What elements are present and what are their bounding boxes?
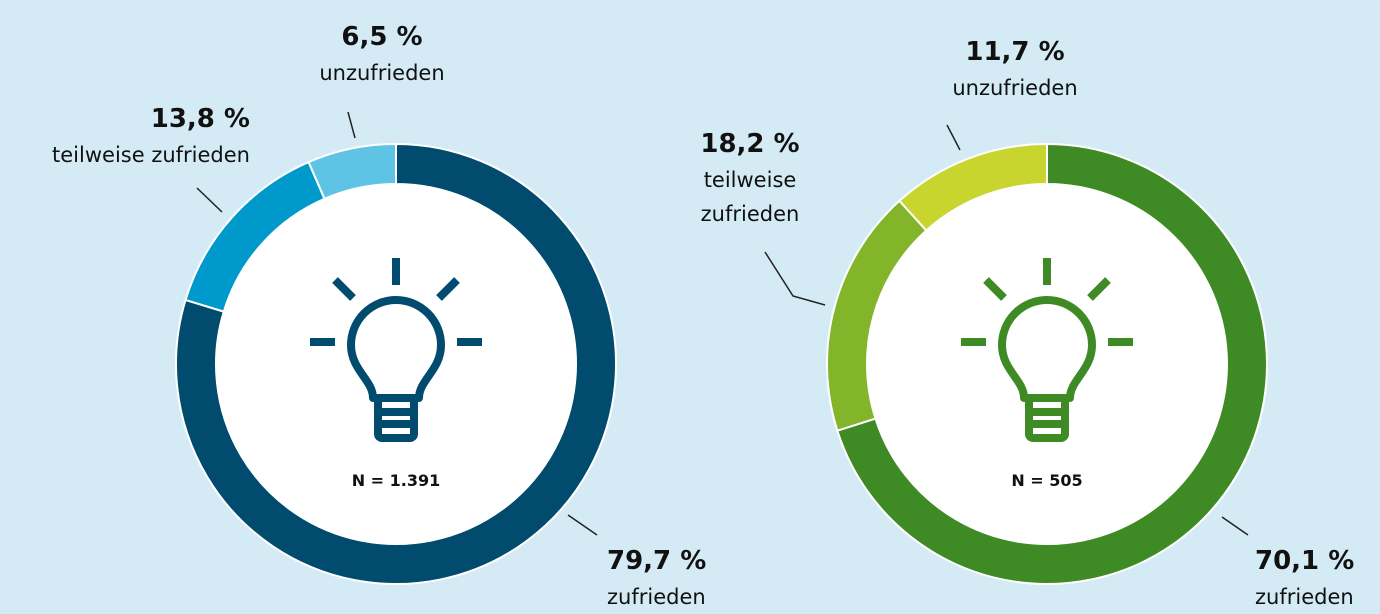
category-label: unzufrieden [319, 61, 445, 85]
category-label: teilweise zufrieden [52, 143, 250, 167]
value-label: 70,1 % [1255, 546, 1355, 576]
leader-line [946, 124, 961, 151]
segment-label: 18,2 % teilweise zufrieden [680, 125, 820, 231]
category-label: zufrieden [1255, 585, 1354, 609]
segment-label: 70,1 % zufrieden [1255, 542, 1354, 614]
value-label: 18,2 % [700, 129, 800, 159]
bulb [347, 296, 445, 402]
value-label: 79,7 % [607, 546, 707, 576]
segment-label: 79,7 % zufrieden [607, 542, 706, 614]
sample-size: N = 1.391 [352, 471, 441, 490]
value-label: 13,8 % [150, 104, 250, 134]
leader-line [196, 187, 223, 213]
category-label: unzufrieden [952, 76, 1078, 100]
leader-line [764, 251, 826, 306]
category-label: zufrieden [607, 585, 706, 609]
leader-line [347, 111, 356, 139]
sample-size: N = 505 [1011, 471, 1082, 490]
segment-label: 13,8 % teilweise zufrieden [52, 100, 250, 172]
category-label: teilweise zufrieden [700, 168, 800, 226]
ray [1087, 277, 1111, 301]
ray [983, 277, 1007, 301]
ray [436, 277, 460, 301]
segment-label: 6,5 % unzufrieden [319, 18, 444, 90]
bulb [998, 296, 1096, 402]
segment-label: 11,7 % unzufrieden [952, 33, 1077, 105]
ray [332, 277, 356, 301]
donut-hole [216, 184, 576, 544]
bulb-base [1025, 394, 1069, 442]
donut-segment [836, 142, 1268, 585]
leader-line [567, 514, 598, 536]
leader-line [1221, 516, 1249, 536]
value-label: 11,7 % [965, 37, 1065, 67]
lightbulb-icon [310, 258, 482, 442]
donut-hole [867, 184, 1227, 544]
lightbulb-icon [961, 258, 1133, 442]
bulb-base [374, 394, 418, 442]
value-label: 6,5 % [341, 22, 423, 52]
